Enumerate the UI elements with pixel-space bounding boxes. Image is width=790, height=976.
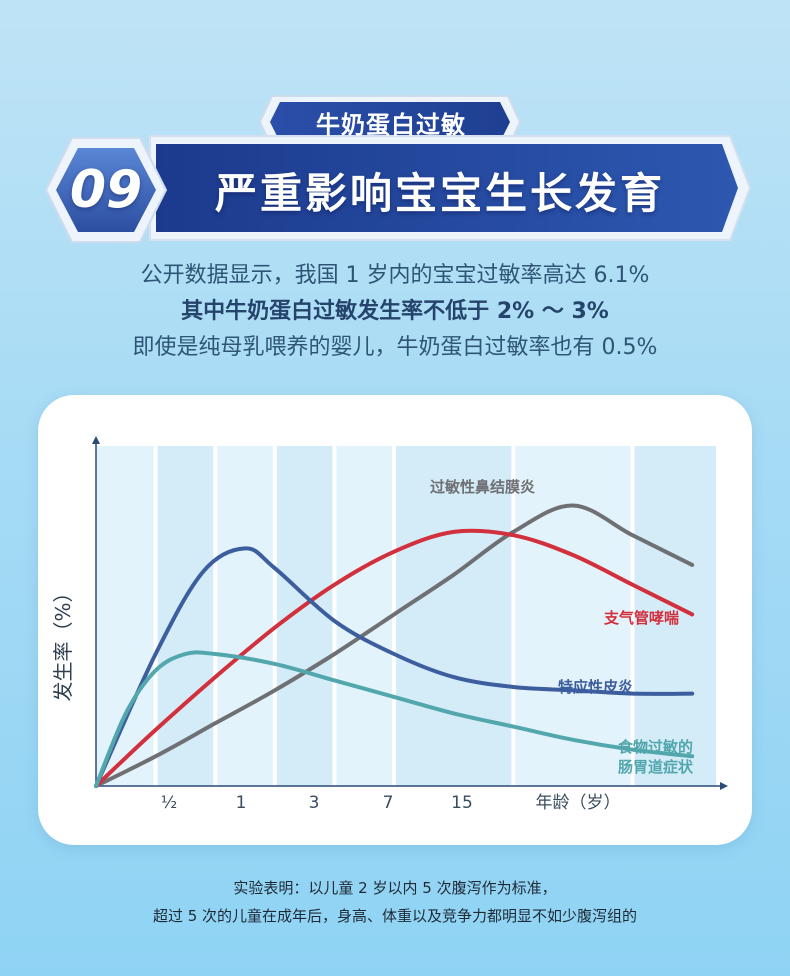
y-axis-label: 发生率（%） — [51, 582, 75, 701]
x-tick-label: 15 — [451, 793, 473, 813]
series-label-3: 特应性皮炎 — [558, 678, 633, 696]
series-label-2: 支气管哮喘 — [603, 609, 679, 627]
intro-line-3: 即使是纯母乳喂养的婴儿，牛奶蛋白过敏率也有 0.5% — [132, 335, 658, 360]
series-line-3 — [94, 546, 695, 788]
series-label-4: 食物过敏的 — [618, 738, 693, 756]
x-tick-label: 7 — [383, 793, 394, 813]
grid-band — [155, 446, 216, 786]
title-banner-shape — [149, 135, 752, 241]
footer-line-1: 实验表明：以儿童 2 岁以内 5 次腹泻作为标准， — [233, 879, 557, 897]
intro-line-1: 公开数据显示，我国 1 岁内的宝宝过敏率高达 6.1% — [140, 263, 650, 288]
series-line-1 — [94, 503, 695, 788]
grid-band — [632, 446, 716, 786]
x-axis-label: 年龄（岁） — [536, 793, 621, 813]
footer-note: 实验表明：以儿童 2 岁以内 5 次腹泻作为标准， 超过 5 次的儿童在成年后，… — [0, 874, 790, 930]
x-tick-label: ½ — [161, 793, 177, 813]
grid-band — [274, 446, 335, 786]
x-tick-label: 1 — [236, 793, 247, 813]
page-title: 严重影响宝宝生长发育 — [214, 168, 665, 218]
number-hexagon — [44, 137, 168, 243]
series-line-4 — [94, 650, 695, 788]
series-label-4: 肠胃道症状 — [618, 758, 694, 776]
y-axis-arrow — [92, 436, 100, 444]
grid-band — [394, 446, 514, 786]
series-line-2 — [94, 528, 695, 788]
intro-line-2: 其中牛奶蛋白过敏发生率不低于 2% ～ 3% — [181, 299, 609, 324]
section-number: 09 — [69, 160, 143, 220]
footer-line-2: 超过 5 次的儿童在成年后，身高、体重以及竞争力都明显不如少腹泻组的 — [152, 907, 638, 925]
x-axis-arrow — [720, 782, 728, 790]
x-tick-label: 3 — [309, 793, 320, 813]
series-label-1: 过敏性鼻结膜炎 — [430, 478, 535, 496]
subtitle-tag: 牛奶蛋白过敏 — [316, 110, 466, 139]
intro-text: 公开数据显示，我国 1 岁内的宝宝过敏率高达 6.1% 其中牛奶蛋白过敏发生率不… — [0, 258, 790, 366]
